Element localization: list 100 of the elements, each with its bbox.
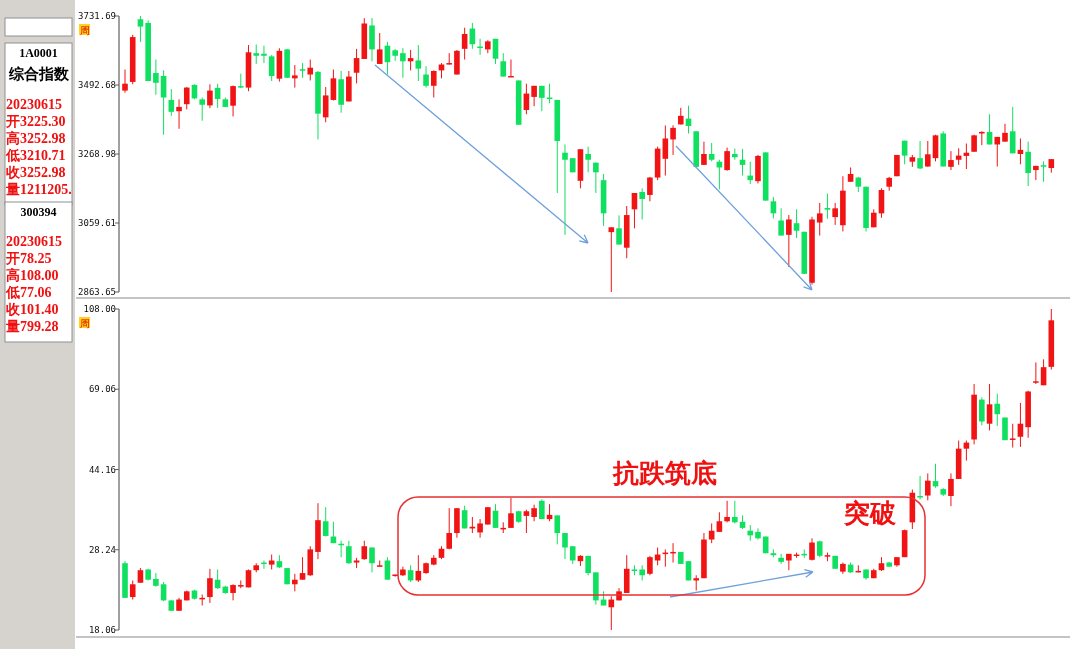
candlestick (693, 574, 700, 592)
candlestick (994, 136, 1001, 168)
candlestick (994, 393, 1001, 427)
candlestick (1002, 123, 1008, 143)
y-tick-label: 44.16 (88, 464, 116, 475)
candlestick (369, 546, 375, 573)
text: 开3225.30 (5, 114, 66, 129)
y-tick-label: 3059.61 (78, 218, 116, 229)
candlestick (292, 64, 298, 89)
candlestick (932, 134, 939, 162)
candlestick (153, 572, 159, 588)
candlestick (724, 147, 730, 172)
candlestick (1033, 165, 1039, 181)
text: 1A0001 (19, 46, 58, 60)
candlestick (917, 140, 923, 170)
y-tick-label: 2863.65 (78, 287, 116, 298)
candlestick (400, 47, 406, 79)
candlestick (415, 44, 422, 82)
annotation: 突破 (843, 498, 897, 528)
candlestick (253, 44, 260, 65)
candlestick (1025, 141, 1031, 187)
candlestick (924, 472, 931, 501)
candlestick (153, 59, 159, 96)
candlestick (979, 396, 985, 426)
y-tick-label: 3268.98 (78, 149, 116, 160)
candlestick (701, 141, 707, 166)
text: 收101.40 (6, 302, 59, 317)
y-tick-label: 3731.69 (78, 11, 116, 22)
candlestick (708, 522, 715, 544)
candlestick (917, 475, 923, 500)
y-tick-label: 108.00 (83, 304, 116, 315)
candlestick (724, 500, 730, 523)
candlestick (199, 97, 205, 122)
candlestick (616, 214, 622, 246)
candlestick (562, 143, 568, 236)
candlestick (230, 85, 236, 117)
candlestick (137, 15, 144, 43)
candlestick (778, 553, 784, 565)
candlestick (593, 162, 599, 194)
candlestick (299, 556, 306, 581)
candlestick (608, 226, 615, 293)
text: 收3252.98 (6, 165, 66, 180)
candlestick (307, 59, 314, 81)
candlestick (832, 202, 838, 226)
candlestick (1009, 423, 1016, 449)
candlestick (369, 17, 375, 62)
candlestick (708, 142, 715, 162)
candlestick (732, 500, 738, 524)
candlestick (346, 540, 352, 565)
candlestick (322, 506, 329, 538)
candlestick (500, 52, 507, 78)
candlestick (261, 45, 267, 64)
candlestick (747, 161, 754, 185)
candlestick (129, 579, 136, 601)
candlestick (160, 69, 167, 136)
text: 开78.25 (5, 251, 52, 266)
candlestick (786, 214, 792, 268)
candlestick (670, 124, 676, 156)
candlestick (948, 150, 954, 171)
candlestick (554, 514, 561, 545)
candlestick (523, 509, 530, 534)
candlestick (492, 38, 499, 65)
text: 低77.06 (5, 285, 52, 300)
text: 低3210.71 (5, 148, 66, 163)
candlestick (986, 383, 993, 431)
candlestick (207, 568, 213, 604)
candlestick (183, 86, 190, 110)
y-tick-label: 18.06 (88, 625, 116, 636)
candlestick (924, 140, 931, 168)
candlestick (268, 54, 275, 82)
text: 20230615 (6, 97, 62, 112)
candlestick (1033, 361, 1039, 385)
candlestick (647, 176, 653, 202)
text: 量799.28 (5, 319, 59, 334)
candlestick (423, 65, 429, 89)
candlestick (361, 540, 368, 561)
text: 量1211205. (5, 182, 72, 197)
candlestick (716, 511, 723, 533)
candlestick (207, 83, 213, 109)
annotation: 抗跌筑底 (612, 458, 717, 488)
candlestick (454, 49, 460, 76)
candlestick (230, 583, 236, 601)
candlestick (662, 124, 669, 177)
text: 综合指数 (7, 66, 70, 82)
candlestick (639, 187, 645, 220)
candlestick (539, 85, 545, 112)
candlestick (562, 532, 568, 560)
candlestick (176, 98, 182, 130)
y-tick-label: 3492.68 (78, 80, 116, 91)
candlestick (446, 52, 453, 66)
candlestick (948, 472, 954, 507)
candlestick (461, 27, 468, 61)
candlestick (1009, 106, 1016, 154)
y-tick-label: 28.24 (88, 544, 116, 555)
text: 300394 (20, 205, 57, 219)
candlestick (778, 207, 784, 237)
candlestick (168, 88, 175, 117)
y-tick-label: 69.06 (88, 384, 116, 395)
candlestick (508, 497, 514, 529)
candlestick (330, 69, 337, 102)
